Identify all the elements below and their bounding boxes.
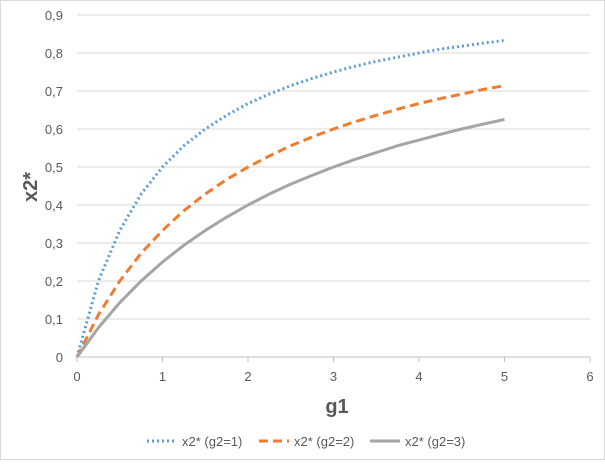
- y-tick-label: 0,4: [45, 198, 63, 213]
- legend-label: x2* (g2=3): [405, 434, 465, 449]
- y-tick-label: 0,5: [45, 160, 63, 175]
- y-tick-label: 0,3: [45, 236, 63, 251]
- tick-labels: 0 0,1 0,2 0,3 0,4 0,5 0,6 0,7 0,8 0,9 0 1 2 3 4 5 6: [45, 8, 594, 384]
- legend: x2* (g2=1) x2* (g2=2) x2* (g2=3): [147, 434, 465, 449]
- series-line-1: [75, 38, 505, 358]
- y-tick-label: 0,8: [45, 46, 63, 61]
- x-tick-label: 0: [73, 369, 80, 384]
- y-tick-label: 0,1: [45, 312, 63, 327]
- series-line-3: [75, 118, 505, 358]
- x-tick-label: 6: [586, 369, 593, 384]
- gridlines: [76, 14, 591, 362]
- series-lines: [75, 38, 505, 358]
- x-tick-label: 2: [244, 369, 251, 384]
- x-tick-label: 4: [415, 369, 422, 384]
- legend-item-3: x2* (g2=3): [370, 434, 465, 449]
- x-tick-label: 1: [159, 369, 166, 384]
- x-tick-label: 3: [330, 369, 337, 384]
- legend-label: x2* (g2=1): [182, 434, 242, 449]
- legend-label: x2* (g2=2): [294, 434, 354, 449]
- series-line-2: [75, 84, 505, 358]
- y-tick-label: 0,2: [45, 274, 63, 289]
- legend-item-1: x2* (g2=1): [147, 434, 242, 449]
- legend-item-2: x2* (g2=2): [259, 434, 354, 449]
- x-axis-title: g1: [325, 396, 348, 418]
- y-tick-label: 0: [56, 350, 63, 365]
- y-tick-label: 0,6: [45, 122, 63, 137]
- y-tick-label: 0,9: [45, 8, 63, 23]
- x-tick-label: 5: [501, 369, 508, 384]
- y-tick-label: 0,7: [45, 84, 63, 99]
- y-axis-title: x2*: [20, 172, 42, 202]
